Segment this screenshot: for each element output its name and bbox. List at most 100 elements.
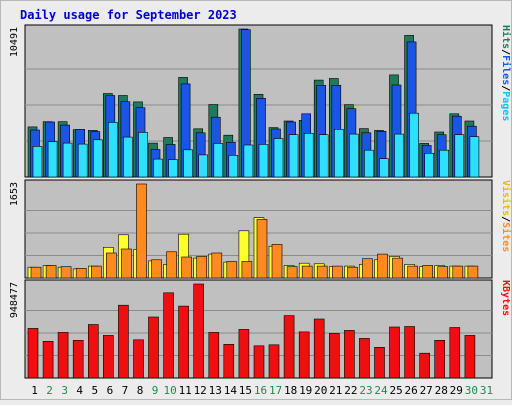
bar-kbytes-kbytes-day-16 [253,345,265,379]
bar-visits-sites-day-27 [422,265,434,279]
panel-kbytes-max-label: 948477 [9,282,20,318]
bar-requests-pages-day-28 [439,149,450,178]
bar-requests-pages-day-17 [273,138,284,178]
bar-requests-pages-day-13 [213,143,224,178]
bar-requests-pages-day-8 [138,132,148,178]
bar-kbytes-kbytes-day-7 [118,304,129,379]
bar-kbytes-kbytes-day-12 [193,283,204,379]
series-label-sites: Sites [500,222,512,252]
x-tick-label: 13 [209,384,222,397]
label-separator: / [500,85,511,91]
x-axis-day-labels: 1 2 3 4 5 6 7 8 9 10 11 12 13 14 15 16 17 18 19 20 21 22 23 24 2… [31,384,493,397]
bar-visits-sites-day-7 [121,248,132,279]
x-tick-label: 21 [329,384,342,397]
bar-kbytes-kbytes-day-22 [344,330,355,379]
bar-visits-sites-day-1 [30,266,42,279]
bar-kbytes-kbytes-day-13 [208,332,220,379]
x-tick-label: 6 [107,384,114,397]
panel-requests: 10491 Hits/Files/Pages [9,24,512,178]
bar-visits-sites-day-13 [211,252,223,279]
bar-kbytes-kbytes-day-20 [313,318,325,379]
bar-requests-pages-day-4 [77,143,88,178]
bar-requests-pages-day-9 [153,158,163,178]
bar-kbytes-kbytes-day-5 [88,324,99,379]
x-tick-label: 1 [31,384,38,397]
bar-requests-pages-day-29 [454,134,465,178]
x-tick-label: 5 [91,384,98,397]
x-tick-label: 9 [152,384,159,397]
bar-visits-sites-day-4 [75,267,87,279]
x-tick-label: 27 [420,384,433,397]
bar-kbytes-kbytes-day-21 [328,333,340,379]
bar-visits-sites-day-10 [166,251,177,279]
x-tick-label: 17 [269,384,282,397]
bar-kbytes-kbytes-day-18 [283,315,295,379]
panel-requests-max-label: 10491 [9,27,20,57]
x-tick-label: 30 [465,384,478,397]
bar-kbytes-kbytes-day-24 [374,346,385,379]
x-tick-label: 23 [359,384,372,397]
bar-visits-sites-day-5 [91,265,102,279]
x-tick-label: 28 [435,384,448,397]
bar-requests-pages-day-6 [108,122,118,178]
x-tick-label: 15 [239,384,252,397]
bar-visits-sites-day-6 [106,252,117,279]
bar-visits-sites-day-11 [181,256,192,279]
bar-requests-pages-day-19 [303,133,314,178]
bar-visits-sites-day-24 [377,253,388,279]
x-tick-label: 16 [254,384,267,397]
bar-visits-sites-day-20 [316,265,328,279]
bar-kbytes-kbytes-day-9 [148,316,159,379]
x-tick-label: 3 [61,384,68,397]
bar-kbytes-kbytes-day-14 [223,343,235,379]
bar-visits-sites-day-29 [452,265,464,279]
x-tick-label: 25 [389,384,402,397]
x-tick-label: 14 [224,384,238,397]
bar-kbytes-kbytes-day-3 [57,332,69,379]
bar-visits-sites-day-21 [331,265,343,279]
series-label-visits: Visits [500,180,512,216]
bar-requests-pages-day-12 [198,154,208,178]
bar-requests-pages-day-22 [349,133,359,178]
bar-kbytes-kbytes-day-23 [359,338,370,379]
bar-kbytes-kbytes-day-28 [434,339,446,379]
bar-requests-pages-day-23 [364,149,374,178]
bar-visits-sites-day-23 [362,258,373,279]
bar-kbytes-kbytes-day-11 [178,305,189,379]
bar-visits-sites-day-30 [467,265,479,279]
chart-title: Daily usage for September 2023 [20,8,237,22]
panel-kbytes: 948477 KBytes [9,279,511,379]
panel-kbytes-series-label: KBytes [500,280,511,316]
bar-visits-sites-day-28 [437,266,449,279]
x-tick-label: 12 [194,384,207,397]
bar-kbytes-kbytes-day-30 [464,335,476,379]
x-tick-label: 8 [137,384,144,397]
bar-requests-pages-day-27 [424,153,435,178]
bar-kbytes-kbytes-day-6 [103,335,114,379]
series-label-kbytes: KBytes [500,280,511,316]
bar-visits-sites-day-14 [226,261,238,279]
bar-requests-pages-day-26 [409,112,419,178]
bar-visits-sites-day-2 [45,265,57,279]
x-tick-label: 4 [76,384,83,397]
bar-kbytes-kbytes-day-1 [27,328,39,379]
bar-kbytes-kbytes-day-29 [449,327,461,379]
bar-requests-pages-day-16 [258,144,269,178]
bar-requests-pages-day-15 [243,144,254,178]
label-separator: / [500,49,511,55]
bar-requests-pages-day-21 [333,129,344,178]
bar-kbytes-kbytes-day-10 [163,292,174,379]
bar-kbytes-kbytes-day-27 [419,352,431,379]
bar-kbytes-kbytes-day-19 [298,331,310,379]
bar-requests-pages-day-7 [123,136,133,178]
bar-kbytes-kbytes-day-4 [72,339,84,379]
bar-requests-pages-day-3 [62,142,73,178]
label-separator: / [500,216,511,222]
bar-kbytes-kbytes-day-17 [268,344,280,379]
bar-requests-pages-day-10 [168,159,178,178]
bar-kbytes-kbytes-day-26 [404,326,415,379]
x-tick-label: 7 [122,384,129,397]
panel-requests-series-label: Hits/Files/Pages [500,25,512,121]
x-tick-label: 22 [344,384,357,397]
